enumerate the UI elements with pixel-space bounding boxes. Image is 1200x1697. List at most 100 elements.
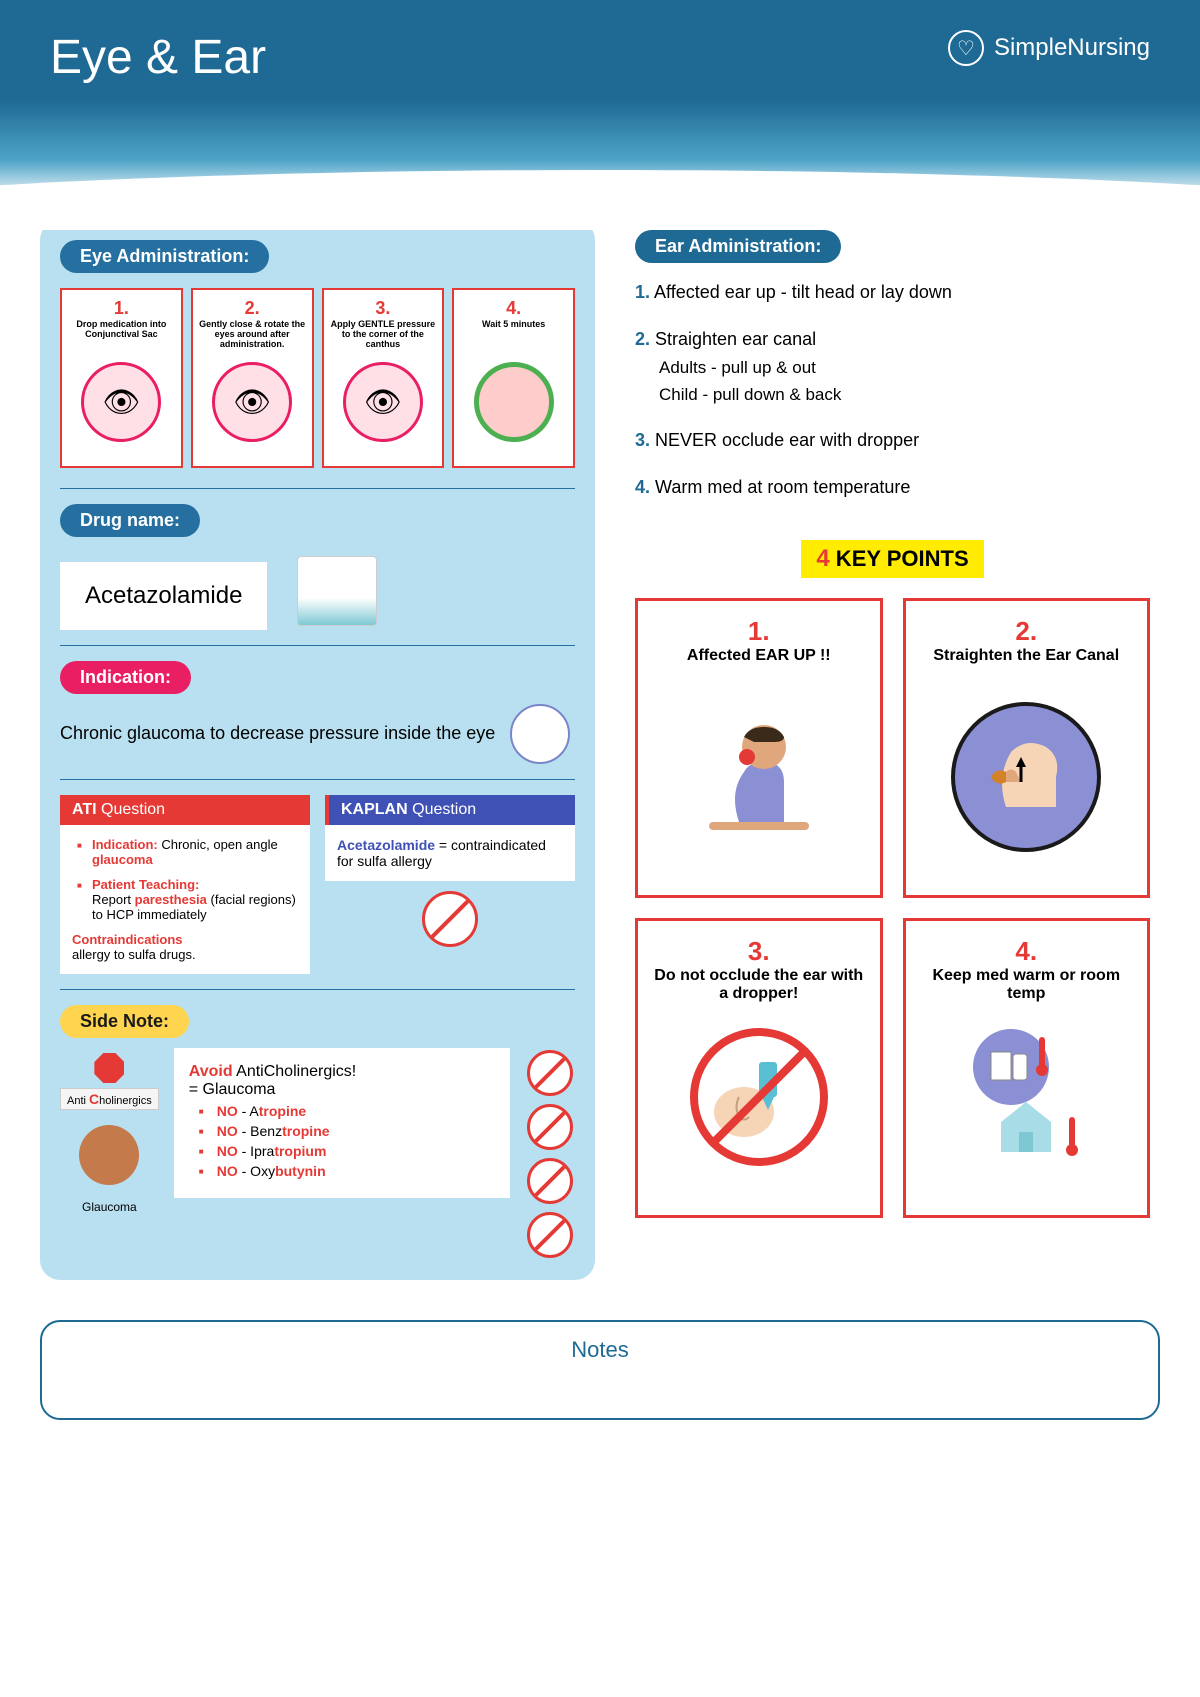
- avoid-box: Avoid AntiCholinergics! = Glaucoma NO - …: [174, 1048, 510, 1198]
- sidenote-header: Side Note:: [60, 1005, 189, 1038]
- no-icon: [527, 1104, 573, 1150]
- avoid-title: Avoid AntiCholinergics!: [189, 1063, 495, 1081]
- kaplan-question-label: Question: [408, 801, 476, 818]
- keypoints-number: 4: [816, 545, 829, 572]
- eye-step-3: 3. Apply GENTLE pressure to the corner o…: [322, 288, 445, 468]
- ear-canal-icon: [951, 702, 1101, 852]
- bold: glaucoma: [92, 852, 153, 867]
- avoid-drug-item: NO - Atropine: [199, 1103, 495, 1119]
- kaplan-header: KAPLAN Question: [325, 795, 575, 825]
- no-icon: [527, 1158, 573, 1204]
- avoid-drug-item: NO - Benztropine: [199, 1123, 495, 1139]
- notes-section[interactable]: Notes: [40, 1320, 1160, 1420]
- kaplan-question-box: KAPLAN Question Acetazolamide = contrain…: [325, 795, 575, 974]
- eye-admin-header: Eye Administration:: [60, 240, 269, 273]
- indication-header: Indication:: [60, 661, 191, 694]
- text: allergy to sulfa drugs.: [72, 947, 196, 962]
- ati-label: ATI: [72, 801, 97, 818]
- no-sulfa-icon: [422, 891, 478, 947]
- room-temp-icon: [951, 1022, 1101, 1172]
- glaucoma-label: Glaucoma: [60, 1200, 159, 1214]
- kaplan-label: KAPLAN: [341, 801, 408, 818]
- drug-row: Acetazolamide: [60, 552, 575, 630]
- avoid-drug-list: NO - Atropine NO - Benztropine NO - Ipratr…: [189, 1103, 495, 1179]
- brand-text: SimpleNursing: [994, 34, 1150, 62]
- ati-contra: Contraindications allergy to sulfa drugs…: [72, 932, 298, 962]
- eye-step-2: 2. Gently close & rotate the eyes around…: [191, 288, 314, 468]
- label: Indication:: [92, 837, 158, 852]
- kp-number: 1.: [653, 616, 865, 647]
- eye-step-4: 4. Wait 5 minutes: [452, 288, 575, 468]
- eye-pressure-icon: [510, 704, 570, 764]
- eye-step-1: 1. Drop medication into Conjunctival Sac…: [60, 288, 183, 468]
- suffix: holinergics: [99, 1095, 152, 1107]
- ear-admin-item: 1. Affected ear up - tilt head or lay do…: [635, 278, 1150, 307]
- bold: paresthesia: [135, 892, 207, 907]
- divider: [60, 989, 575, 990]
- equals-glaucoma: = Glaucoma: [189, 1081, 495, 1099]
- eye-glaucoma-icon: [79, 1125, 139, 1185]
- ear-admin-item: 3. NEVER occlude ear with dropper: [635, 426, 1150, 455]
- ati-indication: Indication: Chronic, open angle glaucoma: [77, 837, 298, 867]
- eye-drop-icon: 👁: [81, 362, 161, 442]
- text: Chronic, open angle: [158, 837, 278, 852]
- no-occlude-icon: [684, 1022, 834, 1172]
- ati-content: Indication: Chronic, open angle glaucoma…: [60, 825, 310, 974]
- step-text: Wait 5 minutes: [460, 319, 567, 354]
- avoid-drug-item: NO - Oxybutynin: [199, 1163, 495, 1179]
- prohibition-icons-col: [525, 1048, 575, 1260]
- keypoint-2: 2. Straighten the Ear Canal: [903, 598, 1151, 898]
- clock-icon: [474, 362, 554, 442]
- main-content: Eye Administration: 1. Drop medication i…: [0, 200, 1200, 1300]
- step-number: 1.: [68, 298, 175, 319]
- ear-admin-item: 2. Straighten ear canalAdults - pull up …: [635, 325, 1150, 408]
- drug-name-header: Drug name:: [60, 504, 200, 537]
- ati-question-box: ATI Question Indication: Chronic, open a…: [60, 795, 310, 974]
- divider: [60, 645, 575, 646]
- ear-admin-item: 4. Warm med at room temperature: [635, 473, 1150, 502]
- ear-admin-header: Ear Administration:: [635, 230, 841, 263]
- kp-number: 4.: [921, 936, 1133, 967]
- divider: [60, 779, 575, 780]
- step-number: 3.: [330, 298, 437, 319]
- stop-sign-icon: [94, 1053, 124, 1083]
- indication-text: Chronic glaucoma to decrease pressure in…: [60, 721, 495, 746]
- eye-steps-row: 1. Drop medication into Conjunctival Sac…: [60, 288, 575, 468]
- step-number: 2.: [199, 298, 306, 319]
- keypoints-header: 4 KEY POINTS: [801, 540, 983, 578]
- keypoint-4: 4. Keep med warm or room temp: [903, 918, 1151, 1218]
- kp-text: Do not occlude the ear with a dropper!: [653, 967, 865, 1007]
- eye-column: Eye Administration: 1. Drop medication i…: [40, 220, 595, 1280]
- keypoints-text: KEY POINTS: [830, 546, 969, 571]
- step-text: Apply GENTLE pressure to the corner of t…: [330, 319, 437, 354]
- eye-closed-icon: 👁: [212, 362, 292, 442]
- ear-admin-list: 1. Affected ear up - tilt head or lay do…: [635, 278, 1150, 502]
- ati-patient-teaching: Patient Teaching: Report paresthesia (fa…: [77, 877, 298, 922]
- drug-name-box: Acetazolamide: [60, 562, 267, 630]
- label: Contraindications: [72, 932, 183, 947]
- step-number: 4.: [460, 298, 567, 319]
- kp-text: Straighten the Ear Canal: [921, 647, 1133, 687]
- ear-column: Ear Administration: 1. Affected ear up -…: [625, 220, 1160, 1280]
- label: Patient Teaching:: [92, 877, 199, 892]
- keypoints-header-wrap: 4 KEY POINTS: [635, 520, 1150, 598]
- c: C: [89, 1091, 99, 1107]
- avoid-drug-item: NO - Ipratropium: [199, 1143, 495, 1159]
- page-header: Eye & Ear ♡ SimpleNursing: [0, 0, 1200, 200]
- eye-pressure-icon: 👁: [343, 362, 423, 442]
- anticholinergic-col: Anti Cholinergics Glaucoma: [60, 1048, 159, 1214]
- ati-header: ATI Question: [60, 795, 310, 825]
- kp-number: 3.: [653, 936, 865, 967]
- keypoint-3: 3. Do not occlude the ear with a dropper…: [635, 918, 883, 1218]
- medication-bottle-icon: [297, 556, 377, 626]
- text: AntiCholinergics!: [233, 1063, 357, 1080]
- person-tilted-head-icon: [684, 702, 834, 852]
- ati-question-label: Question: [97, 801, 165, 818]
- text: Report: [92, 892, 135, 907]
- no-icon: [527, 1212, 573, 1258]
- anti-tag: Anti Cholinergics: [60, 1088, 159, 1110]
- prefix: Anti: [67, 1095, 89, 1107]
- brand-logo: ♡ SimpleNursing: [948, 30, 1150, 66]
- keypoint-1: 1. Affected EAR UP !!: [635, 598, 883, 898]
- indication-row: Chronic glaucoma to decrease pressure in…: [60, 704, 575, 764]
